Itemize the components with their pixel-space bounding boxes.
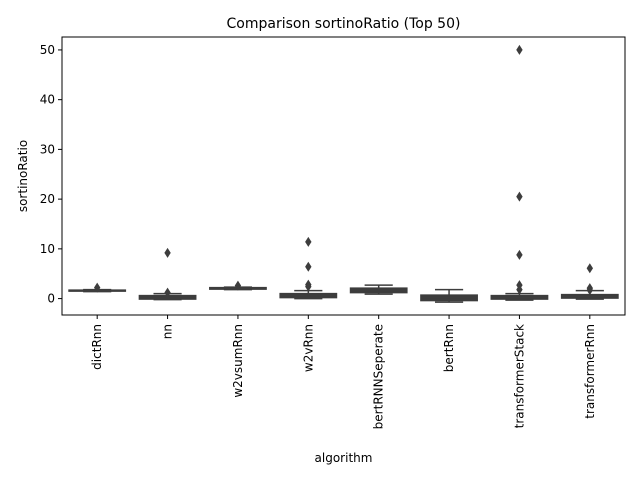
x-tick-label: w2vsumRnn <box>231 324 245 398</box>
y-tick-label: 50 <box>40 43 55 57</box>
box-group-dictRnn <box>68 282 127 293</box>
box-group-transformerStack <box>490 44 549 301</box>
outlier-point <box>586 285 594 296</box>
y-tick-label: 30 <box>40 142 55 156</box>
x-tick-label: transformerStack <box>512 324 526 428</box>
x-tick-label: bertRnn <box>442 324 456 372</box>
outlier-point <box>516 284 523 295</box>
outlier-point <box>586 263 594 274</box>
box-group-w2vsumRnn <box>209 280 267 291</box>
y-tick-label: 40 <box>40 93 55 107</box>
outlier-point <box>516 44 523 55</box>
chart-title: Comparison sortinoRatio (Top 50) <box>227 16 461 32</box>
y-tick-label: 0 <box>47 292 55 306</box>
outlier-point <box>516 191 523 202</box>
outlier-point <box>164 287 171 298</box>
box-group-nn <box>138 247 197 301</box>
box-group-bertRNNSeperate <box>349 284 408 295</box>
x-tick-label: dictRnn <box>90 324 104 370</box>
plot-area <box>68 44 619 303</box>
outlier-point <box>305 236 312 247</box>
x-tick-label: nn <box>161 324 175 339</box>
x-axis-label: algorithm <box>315 451 373 465</box>
y-axis-label: sortinoRatio <box>16 140 30 212</box>
axes: dictRnn nn w2vsumRnn w2vRnn bertRNNSeperate b… <box>40 43 597 429</box>
plot-frame <box>61 36 626 316</box>
box-group-transformerRnn <box>560 263 619 300</box>
outlier-point <box>93 282 101 293</box>
x-tick-label: transformerRnn <box>583 324 597 419</box>
outlier-point <box>234 280 242 291</box>
x-tick-label: bertRNNSeperate <box>372 324 386 429</box>
outlier-point <box>305 279 312 290</box>
box-group-bertRnn <box>420 288 478 303</box>
outlier-point <box>164 247 171 258</box>
x-tick-label: w2vRnn <box>301 324 315 372</box>
y-tick-label: 20 <box>40 192 55 206</box>
outlier-point <box>516 249 523 260</box>
outlier-point <box>305 261 312 272</box>
box-group-w2vRnn <box>279 236 338 300</box>
y-tick-label: 10 <box>40 242 55 256</box>
